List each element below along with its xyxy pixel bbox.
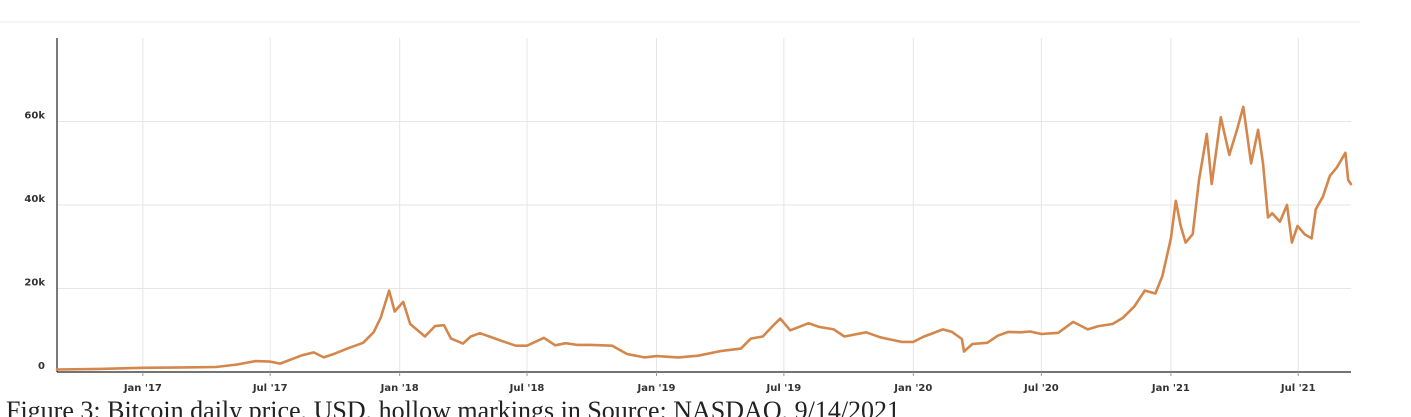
y-tick-label-1: 20k	[24, 278, 45, 289]
x-tick-label-7: Jul '20	[1023, 383, 1059, 394]
axes	[56, 38, 1351, 373]
y-tick-label-2: 40k	[24, 194, 45, 205]
x-tick-label-9: Jul '21	[1280, 383, 1316, 394]
x-tick-label-5: Jul '19	[765, 383, 801, 394]
x-axis-ticks: Jan '17 Jul '17 Jan '18 Jul '18 Jan '19 Jul '…	[123, 372, 1316, 394]
y-tick-label-0: 0	[38, 361, 45, 372]
x-tick-label-6: Jan '20	[893, 383, 932, 394]
y-axis-ticks: 0 20k 40k 60k	[24, 111, 45, 373]
x-tick-label-8: Jan '21	[1151, 383, 1190, 394]
x-tick-label-3: Jul '18	[509, 383, 545, 394]
figure-caption: Figure 3: Bitcoin daily price, USD, holl…	[6, 396, 901, 417]
chart-container: Jan '17 Jul '17 Jan '18 Jul '18 Jan '19 Jul '…	[0, 21, 1360, 394]
x-tick-label-4: Jan '19	[636, 383, 675, 394]
bitcoin-price-chart: Jan '17 Jul '17 Jan '18 Jul '18 Jan '19 Jul '…	[0, 21, 1360, 394]
x-tick-label-1: Jul '17	[252, 383, 288, 394]
y-tick-label-3: 60k	[24, 111, 45, 122]
price-series-line	[55, 105, 1353, 371]
x-tick-label-2: Jan '18	[380, 383, 419, 394]
x-tick-label-0: Jan '17	[123, 383, 162, 394]
grid-lines	[57, 38, 1351, 372]
